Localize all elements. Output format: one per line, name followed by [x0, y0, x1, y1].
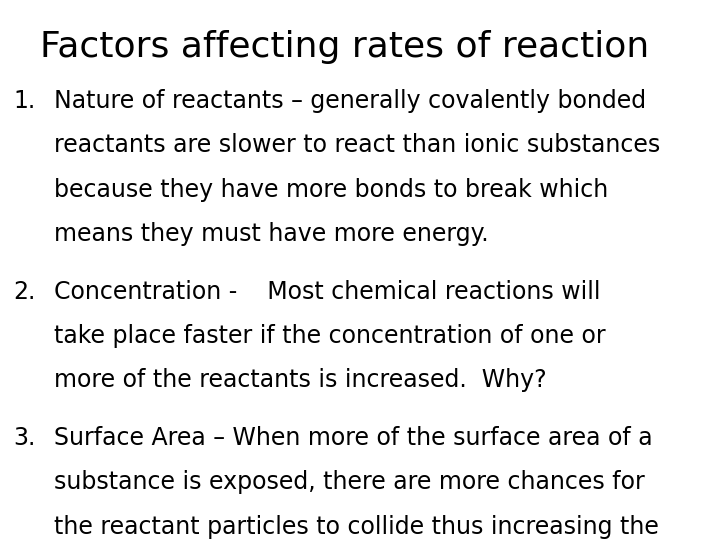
Text: means they must have more energy.: means they must have more energy. — [54, 222, 489, 246]
Text: Nature of reactants – generally covalently bonded: Nature of reactants – generally covalent… — [54, 89, 646, 113]
Text: 3.: 3. — [13, 426, 35, 450]
Text: 1.: 1. — [13, 89, 35, 113]
Text: because they have more bonds to break which: because they have more bonds to break wh… — [54, 178, 608, 201]
Text: Surface Area – When more of the surface area of a: Surface Area – When more of the surface … — [54, 426, 652, 450]
Text: Concentration -    Most chemical reactions will: Concentration - Most chemical reactions … — [54, 280, 600, 303]
Text: substance is exposed, there are more chances for: substance is exposed, there are more cha… — [54, 470, 644, 494]
Text: Factors affecting rates of reaction: Factors affecting rates of reaction — [40, 30, 649, 64]
Text: reactants are slower to react than ionic substances: reactants are slower to react than ionic… — [54, 133, 660, 157]
Text: more of the reactants is increased.  Why?: more of the reactants is increased. Why? — [54, 368, 546, 392]
Text: take place faster if the concentration of one or: take place faster if the concentration o… — [54, 324, 606, 348]
Text: 2.: 2. — [13, 280, 35, 303]
Text: the reactant particles to collide thus increasing the: the reactant particles to collide thus i… — [54, 515, 659, 538]
